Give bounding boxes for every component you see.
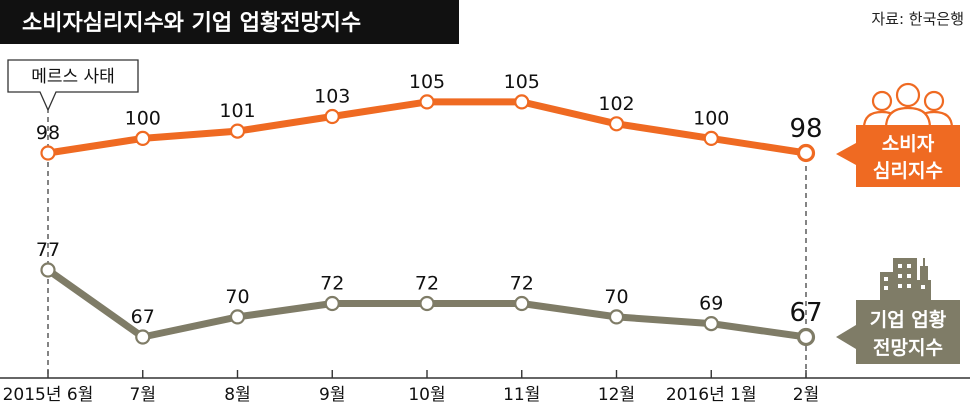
legend-business-box [856,300,960,364]
consumer-point [40,145,56,161]
consumer-value-label: 98 [36,122,60,144]
business-point [229,309,246,325]
business-value-label: 69 [699,293,723,315]
consumer-value-label: 103 [314,86,350,108]
chart-title: 소비자심리지수와 기업 업황전망지수 [22,11,361,36]
consumer-value-label: 98 [789,114,822,144]
consumer-point [324,108,340,125]
consumer-value-label: 105 [504,71,540,93]
business-point [703,316,719,332]
title-banner [0,0,459,44]
legend-business-line1: 기업 업황 [870,308,947,331]
business-value-label: 67 [131,306,155,328]
callout-text: 메르스 사태 [31,67,115,87]
consumer-value-label: 100 [693,107,729,129]
legend-business-line2: 전망지수 [873,337,943,359]
x-ticks [47,370,807,378]
legend-consumer-pointer [836,143,856,165]
callout: 메르스 사태 [7,59,139,112]
x-tick-label: 2016년 1월 [666,385,757,405]
business-point [608,309,625,325]
consumer-point [229,123,246,139]
business-point [40,262,56,278]
business-value-label: 72 [415,273,439,295]
consumer-value-label: 102 [598,93,634,115]
consumer-value-label: 100 [125,107,161,129]
consumer-point [135,130,151,146]
x-tick-label: 7월 [130,385,156,405]
business-point [419,295,435,312]
callout-box [7,59,139,112]
business-value-label: 72 [320,273,344,295]
business-point [324,295,340,312]
legend-consumer: 소비자 심리지수 [836,82,960,187]
x-tick-label: 2015년 6월 [3,385,94,405]
x-tick-label: 10월 [408,385,445,405]
business-value-label: 70 [604,286,628,308]
consumer-point [796,143,816,163]
x-tick-label: 9월 [319,385,345,405]
x-tick-label: 8월 [224,385,250,405]
legend-business: 기업 업황 전망지수 [836,258,960,364]
source-label: 자료: 한국은행 [871,10,964,28]
business-point [514,295,530,312]
series-business: 77 67 70 72 72 72 70 69 67 [36,239,823,347]
consumer-point [514,94,530,110]
people-icon [862,82,954,130]
consumer-point [608,116,625,132]
business-point [135,329,151,345]
legend-consumer-line2: 심리지수 [873,160,943,182]
consumer-point [419,94,435,110]
business-value-label: 70 [225,286,249,308]
series-consumer: 98 100 101 103 105 105 102 100 98 [36,71,823,163]
x-tick-label: 12월 [598,385,635,405]
business-value-label: 67 [789,298,822,328]
x-tick-label: 2월 [793,385,819,405]
legend-consumer-line1: 소비자 [882,133,935,155]
business-value-label: 77 [36,239,60,261]
buildings-icon [880,258,931,300]
consumer-value-label: 101 [219,100,255,122]
legend-business-pointer [836,325,856,349]
consumer-value-label: 105 [409,71,445,93]
x-tick-label: 11월 [503,385,540,405]
legend-consumer-box [856,125,960,187]
consumer-point [703,130,719,146]
business-value-label: 72 [510,273,534,295]
x-tick-labels: 2015년 6월 7월 8월 9월 10월 11월 12월 2016년 1월 2월 [3,385,820,405]
business-point [796,327,816,347]
